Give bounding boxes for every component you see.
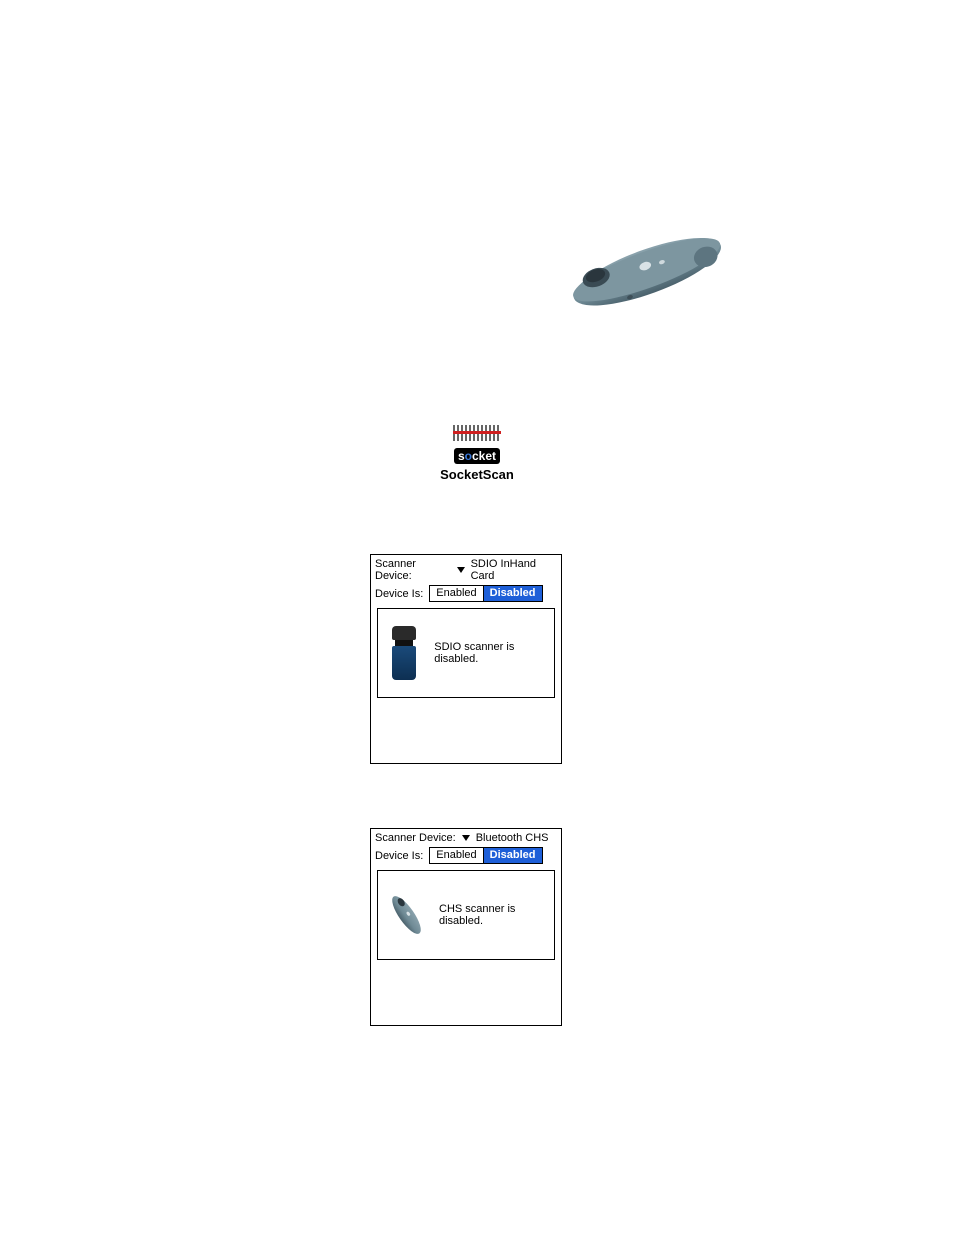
enabled-button[interactable]: Enabled	[429, 847, 483, 864]
handheld-scanner-illustration	[552, 210, 727, 330]
device-is-row: Device Is: Enabled Disabled	[371, 582, 561, 602]
disabled-button[interactable]: Disabled	[484, 847, 543, 864]
scanner-dialog-chs: Scanner Device: Bluetooth CHS Device Is:…	[370, 828, 562, 1026]
status-message: CHS scanner is disabled.	[439, 903, 548, 927]
dropdown-icon[interactable]	[462, 835, 470, 841]
socket-logo: socket	[454, 448, 500, 464]
status-message: SDIO scanner is disabled.	[434, 641, 548, 665]
device-is-label: Device Is:	[375, 850, 423, 862]
device-is-row: Device Is: Enabled Disabled	[371, 844, 561, 864]
scanner-device-value[interactable]: SDIO InHand Card	[471, 558, 557, 582]
enabled-disabled-toggle: Enabled Disabled	[429, 847, 542, 864]
socketscan-app-icon: socket SocketScan	[437, 425, 517, 482]
disabled-button[interactable]: Disabled	[484, 585, 543, 602]
scanner-device-row: Scanner Device: SDIO InHand Card	[371, 555, 561, 582]
scanner-device-row: Scanner Device: Bluetooth CHS	[371, 829, 561, 844]
scanner-device-label: Scanner Device:	[375, 832, 456, 844]
scanner-device-label: Scanner Device:	[375, 558, 451, 582]
enabled-disabled-toggle: Enabled Disabled	[429, 585, 542, 602]
status-panel: CHS scanner is disabled.	[377, 870, 555, 960]
chs-scanner-icon	[384, 885, 429, 945]
scanner-device-value[interactable]: Bluetooth CHS	[476, 832, 549, 844]
sdio-card-icon	[384, 626, 424, 680]
dropdown-icon[interactable]	[457, 567, 465, 573]
barcode-icon	[453, 425, 501, 441]
scanner-dialog-sdio: Scanner Device: SDIO InHand Card Device …	[370, 554, 562, 764]
enabled-button[interactable]: Enabled	[429, 585, 483, 602]
socketscan-label: SocketScan	[437, 467, 517, 482]
device-is-label: Device Is:	[375, 588, 423, 600]
status-panel: SDIO scanner is disabled.	[377, 608, 555, 698]
